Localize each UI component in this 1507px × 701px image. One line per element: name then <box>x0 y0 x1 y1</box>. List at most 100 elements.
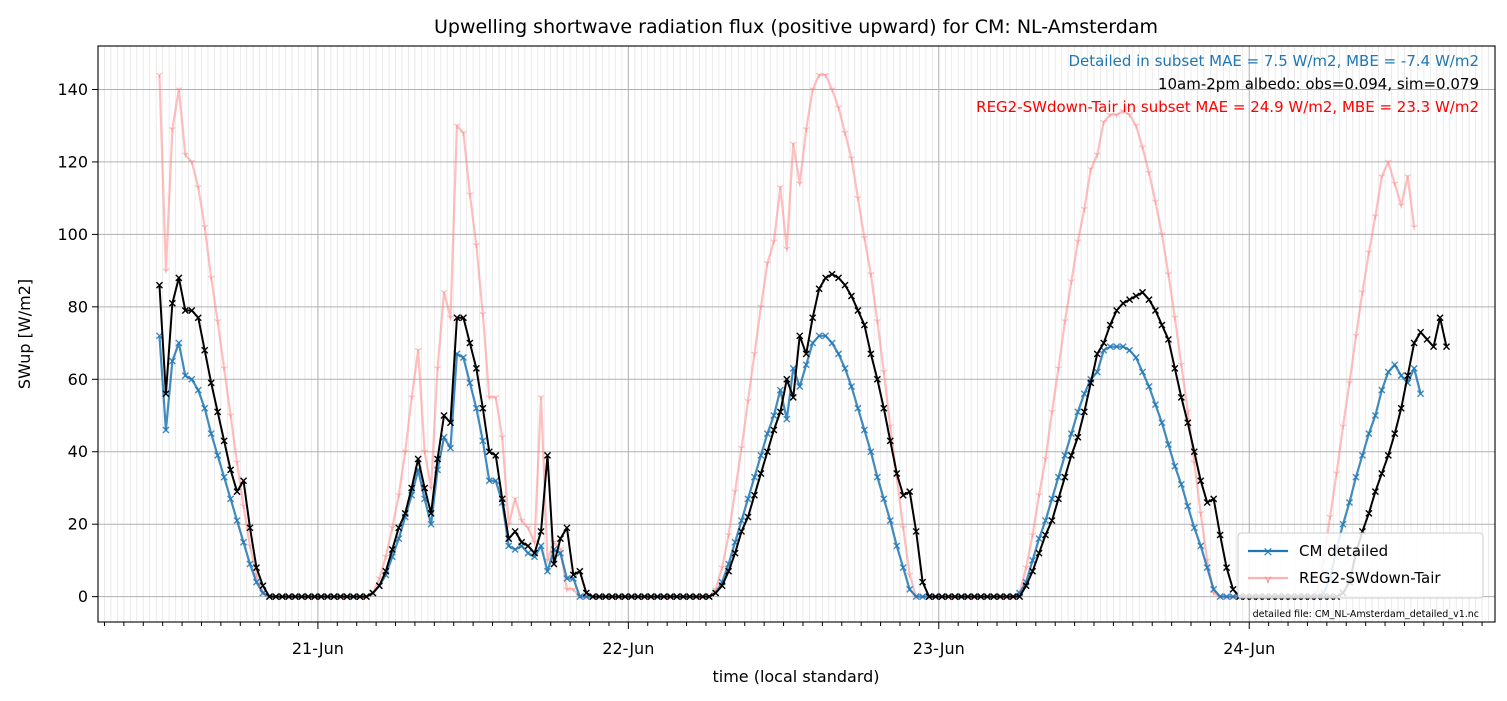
data-point <box>485 477 493 485</box>
y-tick-label: 80 <box>68 297 88 316</box>
data-point <box>1106 321 1114 329</box>
data-point <box>841 364 849 372</box>
y-axis-label: SWup [W/m2] <box>15 279 34 389</box>
data-point <box>556 549 564 557</box>
data-point <box>1061 473 1069 481</box>
legend-label-reg2: REG2-SWdown-Tair <box>1299 569 1441 587</box>
data-point <box>1365 509 1373 517</box>
x-tick-label: 24-Jun <box>1223 639 1275 658</box>
data-point <box>1035 492 1043 499</box>
data-point <box>789 393 797 401</box>
data-point <box>828 339 836 347</box>
data-point <box>1404 372 1412 380</box>
data-point <box>796 332 804 340</box>
data-point <box>498 495 506 503</box>
legend: × CM detailed ⋎ REG2-SWdown-Tair <box>1237 532 1484 599</box>
data-point <box>369 589 377 597</box>
footnote-file: detailed file: CM_NL-Amsterdam_detailed_… <box>1253 609 1479 620</box>
data-point <box>893 542 901 550</box>
data-point <box>1093 152 1101 158</box>
data-point <box>809 339 817 347</box>
data-point <box>822 332 830 340</box>
data-point <box>1184 502 1192 510</box>
data-point <box>867 350 875 358</box>
data-point <box>440 412 448 420</box>
data-point <box>1145 170 1153 176</box>
data-point <box>750 491 758 499</box>
data-point <box>1177 393 1185 401</box>
data-point <box>757 469 765 477</box>
data-point <box>757 304 765 310</box>
data-point <box>511 496 519 502</box>
data-point <box>1190 448 1198 456</box>
data-point <box>944 593 952 601</box>
data-point <box>776 386 784 394</box>
data-point <box>653 593 661 601</box>
data-point <box>1106 112 1114 118</box>
data-point <box>1048 409 1056 415</box>
data-point <box>1087 166 1095 173</box>
data-point <box>725 567 733 575</box>
data-point <box>899 525 907 531</box>
data-point <box>1210 495 1218 503</box>
data-point <box>589 593 597 601</box>
data-point <box>1410 224 1418 231</box>
data-point <box>1165 271 1172 278</box>
data-point <box>544 567 551 575</box>
data-point <box>822 274 830 282</box>
data-point <box>434 455 442 463</box>
data-point <box>1054 473 1062 481</box>
data-point <box>175 274 183 282</box>
data-point <box>421 449 428 455</box>
data-point <box>550 560 558 568</box>
data-point <box>531 549 539 557</box>
data-point <box>362 593 370 601</box>
data-point <box>789 141 797 147</box>
data-point <box>1397 404 1405 412</box>
data-point <box>162 426 170 434</box>
data-point <box>421 484 429 492</box>
data-point <box>214 408 222 416</box>
data-point <box>472 364 480 372</box>
data-point <box>1391 181 1399 187</box>
data-point <box>440 290 448 296</box>
data-point <box>764 261 771 267</box>
data-point <box>970 593 978 601</box>
data-point <box>886 437 894 445</box>
data-point <box>815 285 823 293</box>
data-point <box>873 473 881 481</box>
data-point <box>1151 401 1159 409</box>
data-point <box>518 518 525 524</box>
data-point <box>1436 314 1444 322</box>
data-point <box>673 593 681 601</box>
data-point <box>376 576 383 582</box>
data-point <box>1391 361 1399 369</box>
data-point <box>1093 368 1101 376</box>
data-point <box>595 593 603 601</box>
legend-marker-cm-detailed: × <box>1263 545 1274 560</box>
data-point <box>1145 296 1153 304</box>
data-point <box>1081 206 1088 213</box>
data-point <box>414 455 422 463</box>
data-point <box>1171 315 1179 321</box>
data-point <box>446 444 454 452</box>
data-point <box>867 271 875 278</box>
data-point <box>343 593 351 601</box>
data-point <box>1190 524 1198 532</box>
data-point <box>324 593 332 601</box>
y-tick-label: 40 <box>68 442 88 461</box>
data-point <box>453 314 461 322</box>
data-point <box>272 593 280 601</box>
data-point <box>932 593 940 601</box>
data-point <box>906 488 914 496</box>
data-point <box>1016 593 1024 601</box>
x-axis: 21-Jun 22-Jun 23-Jun 24-Jun <box>103 622 1483 658</box>
data-point <box>886 517 894 525</box>
data-point <box>854 195 862 202</box>
data-point <box>401 509 409 517</box>
data-point <box>505 535 513 543</box>
data-point <box>1145 383 1153 391</box>
data-point <box>1397 203 1405 209</box>
data-point <box>453 123 461 129</box>
data-point <box>337 593 345 601</box>
